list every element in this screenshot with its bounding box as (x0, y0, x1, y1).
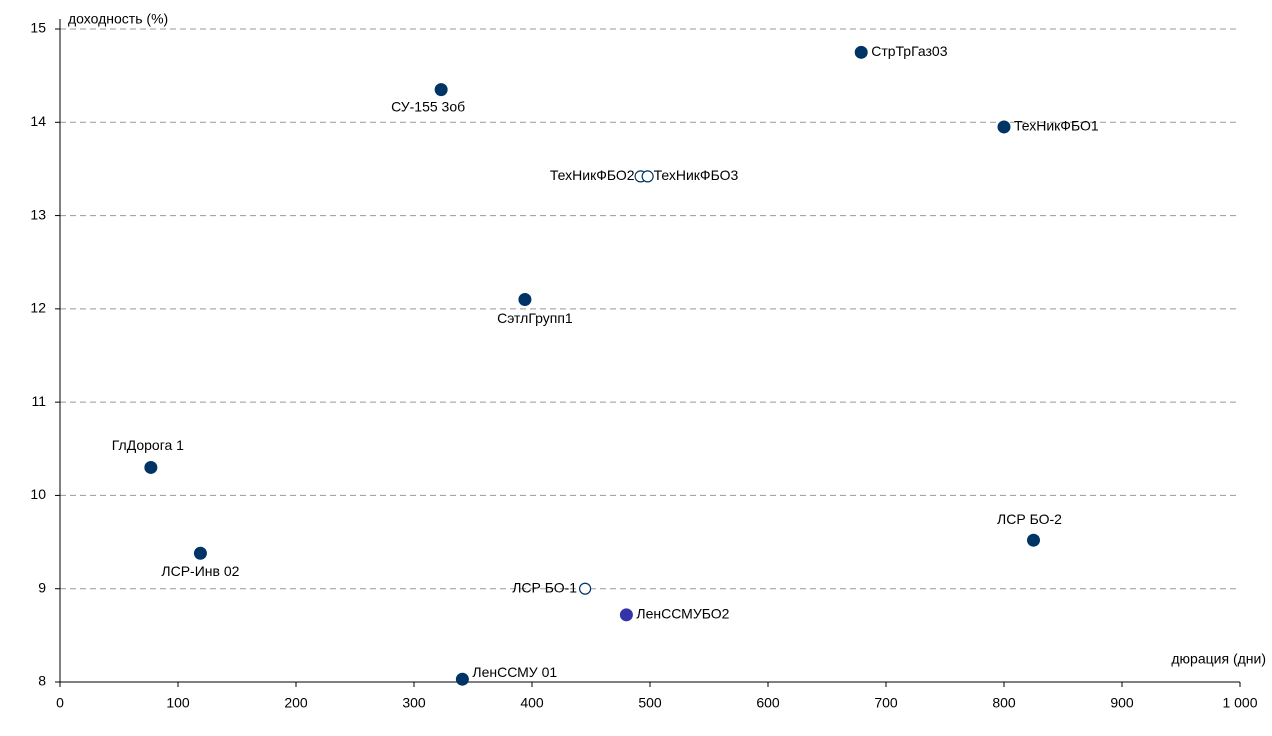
point-label: ГлДорога 1 (112, 437, 184, 453)
y-axis-label: доходность (%) (68, 11, 168, 27)
point-label: СУ-155 3об (391, 98, 465, 114)
point (144, 460, 158, 474)
x-axis-label: дюрация (дни) (1171, 651, 1266, 667)
point-label: ЛСР БО-1 (512, 579, 577, 595)
point-label: ТехНикФБО1 (1014, 118, 1099, 134)
point-label: ЛСР-Инв 02 (161, 563, 239, 579)
y-tick-label: 10 (30, 486, 46, 502)
point (578, 582, 592, 595)
point (434, 83, 448, 97)
point (619, 608, 633, 622)
point (641, 170, 654, 183)
y-tick-label: 12 (30, 300, 46, 316)
point-label: ТехНикФБО3 (654, 167, 739, 183)
point (518, 293, 532, 307)
x-tick-label: 600 (756, 695, 780, 711)
y-tick-label: 8 (38, 673, 46, 689)
point (1027, 533, 1040, 547)
point (854, 45, 868, 59)
x-tick-label: 100 (166, 695, 190, 711)
point-label: ТехНикФБО2 (550, 167, 635, 183)
x-tick-label: 800 (992, 695, 1016, 711)
point-label: ЛенССМУБО2 (636, 606, 729, 622)
x-tick-label: 200 (284, 695, 308, 711)
point-label: ЛенССМУ 01 (472, 664, 557, 680)
point (193, 546, 207, 560)
point (455, 672, 469, 686)
y-tick-label: 11 (31, 393, 46, 409)
point-label: СтрТрГаз03 (871, 43, 947, 59)
y-tick-label: 14 (30, 113, 46, 129)
y-tick-label: 15 (30, 20, 46, 36)
y-tick-label: 9 (38, 579, 46, 595)
y-tick-label: 13 (30, 206, 46, 222)
x-tick-label: 400 (520, 695, 544, 711)
point-label: ЛСР БО-2 (997, 511, 1062, 527)
x-tick-label: 1 000 (1222, 695, 1257, 711)
x-tick-label: 0 (56, 695, 64, 711)
x-tick-label: 700 (874, 695, 898, 711)
point (997, 120, 1011, 134)
x-tick-label: 500 (638, 695, 662, 711)
point-label: СэтлГрупп1 (497, 310, 573, 326)
x-tick-label: 900 (1110, 695, 1134, 711)
x-tick-label: 300 (402, 695, 426, 711)
